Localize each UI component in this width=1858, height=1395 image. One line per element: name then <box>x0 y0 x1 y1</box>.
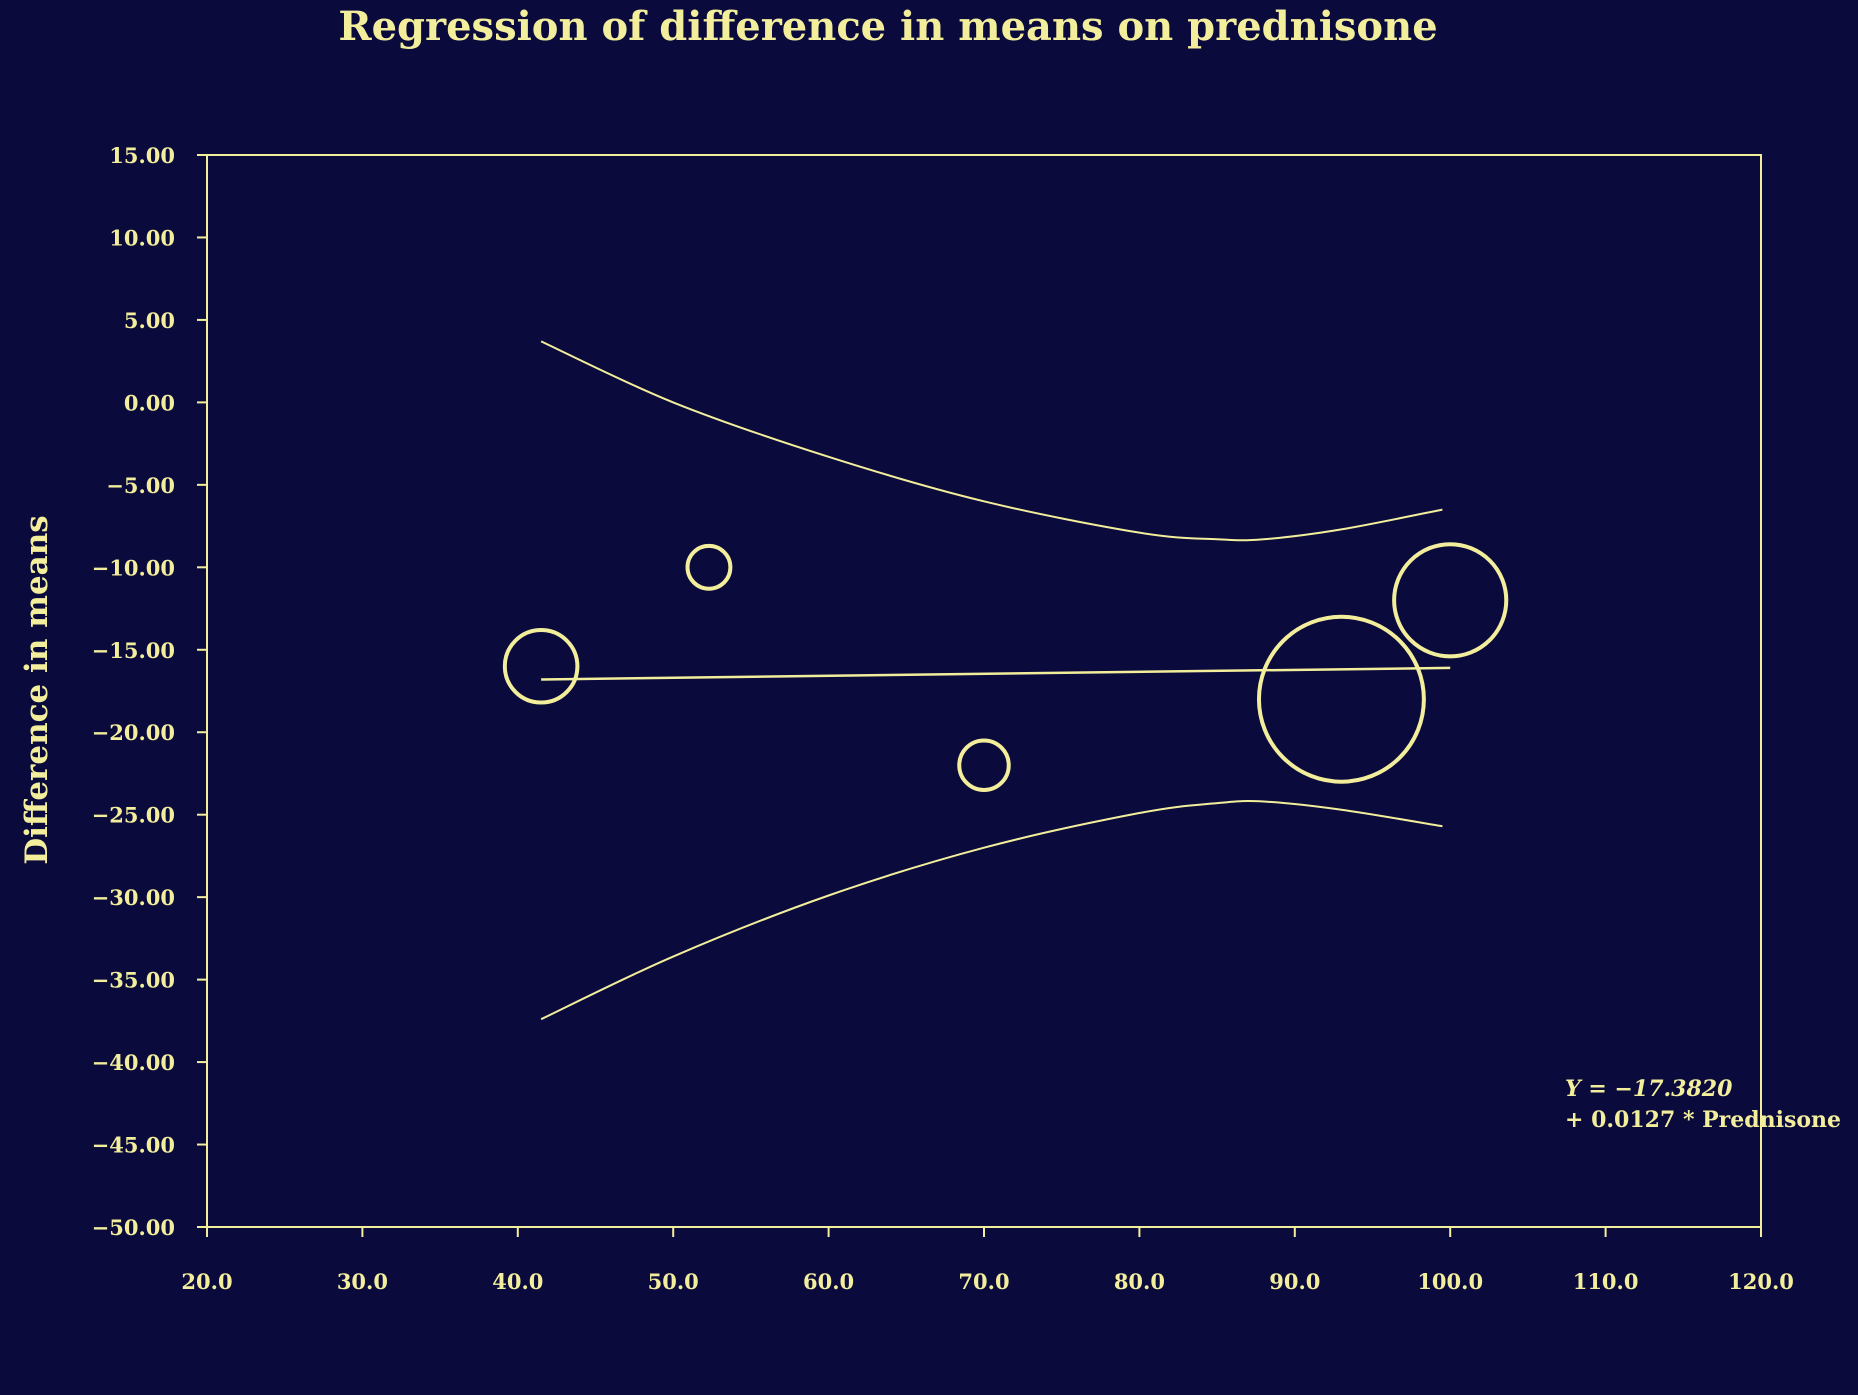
regression-equation-line2: + 0.0127 * Prednisone <box>1565 1107 1841 1133</box>
y-tick-label: −45.00 <box>92 1133 175 1158</box>
regression-equation-line1: Y = −17.3820 <box>1565 1076 1733 1102</box>
y-tick-label: 10.00 <box>109 225 175 250</box>
chart-title: Regression of difference in means on pre… <box>338 3 1437 50</box>
y-tick-label: 5.00 <box>124 308 175 333</box>
y-tick-label: −50.00 <box>92 1215 175 1240</box>
y-tick-label: −15.00 <box>92 638 175 663</box>
x-tick-label: 60.0 <box>803 1269 854 1294</box>
x-tick-label: 30.0 <box>337 1269 388 1294</box>
data-points <box>502 542 1509 792</box>
y-tick-label: −5.00 <box>106 473 175 498</box>
y-tick-label: −10.00 <box>92 555 175 580</box>
x-tick-label: 100.0 <box>1417 1269 1483 1294</box>
lower-confidence-band <box>540 800 1443 1021</box>
x-tick-label: 40.0 <box>492 1269 543 1294</box>
x-tick-label: 50.0 <box>648 1269 699 1294</box>
y-tick-label: −20.00 <box>92 720 175 745</box>
data-point-bubble <box>957 738 1011 792</box>
y-tick-label: 0.00 <box>124 390 175 415</box>
x-tick-label: 120.0 <box>1728 1269 1794 1294</box>
y-tick-label: −40.00 <box>92 1050 175 1075</box>
x-tick-label: 110.0 <box>1573 1269 1639 1294</box>
data-point-bubble <box>1392 542 1509 659</box>
x-tick-label: 80.0 <box>1114 1269 1165 1294</box>
data-point-bubble <box>685 543 733 591</box>
y-tick-label: −25.00 <box>92 803 175 828</box>
upper-confidence-band <box>540 340 1443 542</box>
y-tick-label: −35.00 <box>92 968 175 993</box>
x-tick-label: 70.0 <box>958 1269 1009 1294</box>
regression-line <box>541 666 1451 681</box>
data-point-bubble <box>502 627 580 705</box>
y-tick-label: −30.00 <box>92 885 175 910</box>
plot-area-frame <box>206 154 1762 1228</box>
x-axis-ticks: 20.0 30.0 40.0 50.0 60.0 70.0 80.0 90.0 100.0 110… <box>181 1227 1794 1294</box>
y-axis-label: Difference in means <box>19 515 55 865</box>
data-point-bubble <box>1256 614 1426 784</box>
y-axis-ticks: 15.00 10.00 5.00 0.00 −5.00 −10.00 −15.00 −20.0… <box>92 143 207 1240</box>
x-tick-label: 90.0 <box>1269 1269 1320 1294</box>
y-tick-label: 15.00 <box>109 143 175 168</box>
x-tick-label: 20.0 <box>181 1269 232 1294</box>
